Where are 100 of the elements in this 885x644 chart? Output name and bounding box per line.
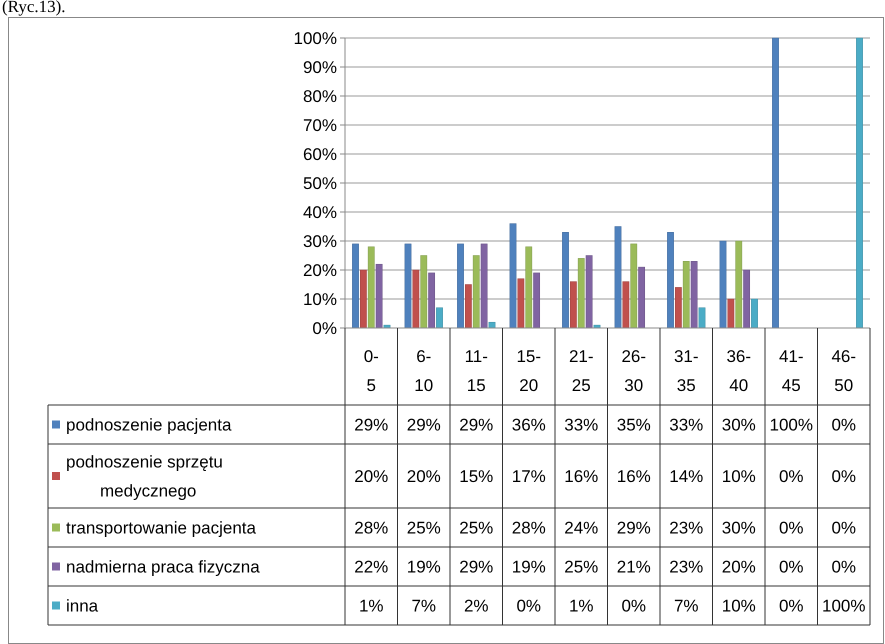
- bar: [578, 258, 585, 328]
- data-label: 29%: [354, 415, 388, 434]
- data-label: 0%: [831, 466, 856, 486]
- bar: [614, 226, 622, 328]
- data-label: 2%: [464, 596, 489, 616]
- bar: [667, 232, 674, 328]
- data-label: 25%: [564, 557, 598, 576]
- data-label: 15%: [459, 466, 494, 486]
- data-label: 22%: [354, 557, 388, 576]
- y-tick-label: 90%: [302, 58, 337, 77]
- y-tick-label: 0%: [312, 318, 337, 338]
- data-label: 35%: [616, 415, 651, 434]
- data-label: 23%: [669, 518, 704, 538]
- y-tick-label: 40%: [302, 202, 337, 222]
- data-label: 0%: [831, 557, 856, 576]
- data-label: 19%: [406, 557, 441, 576]
- bar: [622, 281, 630, 328]
- legend-label: nadmierna praca fizyczna: [66, 557, 260, 576]
- text: (Ryc.13).: [2, 0, 66, 16]
- data-label: 30%: [722, 518, 756, 538]
- bar: [368, 246, 375, 328]
- data-label: 30%: [722, 415, 756, 434]
- data-label: 36%: [512, 415, 546, 434]
- data-label: 25%: [406, 518, 441, 538]
- x-tick-label: 15-20: [516, 347, 542, 395]
- bar: [682, 261, 690, 328]
- x-tick-label: 36-40: [726, 347, 752, 395]
- bar: [727, 298, 734, 328]
- y-tick-label: 70%: [302, 116, 337, 135]
- bar: [856, 38, 863, 328]
- bar: [436, 307, 443, 328]
- bar: [488, 322, 496, 328]
- x-tick-label: 0-5: [364, 347, 379, 395]
- bar: [751, 298, 758, 328]
- y-tick-label: 20%: [302, 260, 337, 280]
- data-label: 14%: [669, 466, 704, 486]
- data-label: 100%: [770, 415, 813, 434]
- x-tick-label: 31-35: [674, 347, 699, 395]
- bar: [376, 264, 383, 328]
- data-label: 21%: [616, 557, 651, 576]
- data-label: 25%: [459, 518, 494, 538]
- data-label: 0%: [778, 557, 804, 576]
- data-label: 20%: [354, 466, 388, 486]
- bar: [352, 244, 359, 328]
- data-label: 10%: [722, 596, 756, 616]
- data-label: 19%: [512, 557, 546, 576]
- data-label: 17%: [512, 466, 546, 486]
- bar: [360, 270, 367, 328]
- data-label: 28%: [512, 518, 546, 538]
- bar: [743, 270, 750, 328]
- data-label: 0%: [516, 596, 542, 616]
- y-tick-label: 60%: [302, 144, 337, 164]
- y-tick-label: 100%: [294, 28, 337, 48]
- data-label: 1%: [568, 596, 594, 616]
- bar: [510, 223, 516, 328]
- data-label: 29%: [616, 518, 651, 538]
- y-tick-label: 50%: [302, 174, 337, 193]
- legend-label: podnoszenie sprzętu medycznego: [66, 452, 223, 500]
- bar: [772, 38, 779, 328]
- data-label: 33%: [564, 415, 598, 434]
- y-tick-label: 30%: [302, 232, 337, 251]
- bar: [412, 270, 420, 328]
- data-label: 29%: [459, 415, 494, 434]
- bar: [533, 272, 540, 328]
- x-tick-label: 11-15: [464, 347, 488, 395]
- bar: [570, 281, 577, 328]
- legend-label: podnoszenie pacjenta: [66, 415, 232, 434]
- y-tick-label: 80%: [302, 86, 337, 106]
- data-label: 1%: [358, 596, 384, 616]
- x-tick-label: 26-30: [621, 347, 646, 395]
- legend-label: transportowanie pacjenta: [66, 518, 256, 538]
- data-label: 100%: [822, 596, 866, 616]
- bar: [404, 244, 412, 328]
- data-label: 0%: [778, 596, 804, 616]
- x-tick-label: 21-25: [568, 347, 594, 395]
- bar: [698, 307, 706, 328]
- bar: [472, 255, 480, 328]
- bar: [638, 266, 646, 328]
- bar: [525, 246, 532, 328]
- bar: [720, 240, 726, 328]
- data-label: 10%: [722, 466, 756, 486]
- x-tick-label: 41-45: [778, 347, 804, 395]
- x-tick-label: 6-10: [414, 347, 434, 395]
- bar: [457, 244, 464, 328]
- bar: [428, 272, 436, 328]
- data-label: 23%: [669, 557, 704, 576]
- bar: [735, 240, 742, 328]
- bar: [586, 255, 593, 328]
- data-label: 7%: [674, 596, 699, 616]
- data-label: 16%: [564, 466, 598, 486]
- bar: [674, 287, 682, 328]
- data-label: 29%: [459, 557, 494, 576]
- data-label: 24%: [564, 518, 598, 538]
- bar: [420, 255, 428, 328]
- legend-label: inna: [66, 596, 99, 616]
- data-label: 0%: [831, 518, 856, 538]
- bar: [630, 244, 638, 328]
- bar: [562, 232, 569, 328]
- bar: [464, 284, 472, 328]
- x-tick-label: 46-50: [831, 347, 856, 395]
